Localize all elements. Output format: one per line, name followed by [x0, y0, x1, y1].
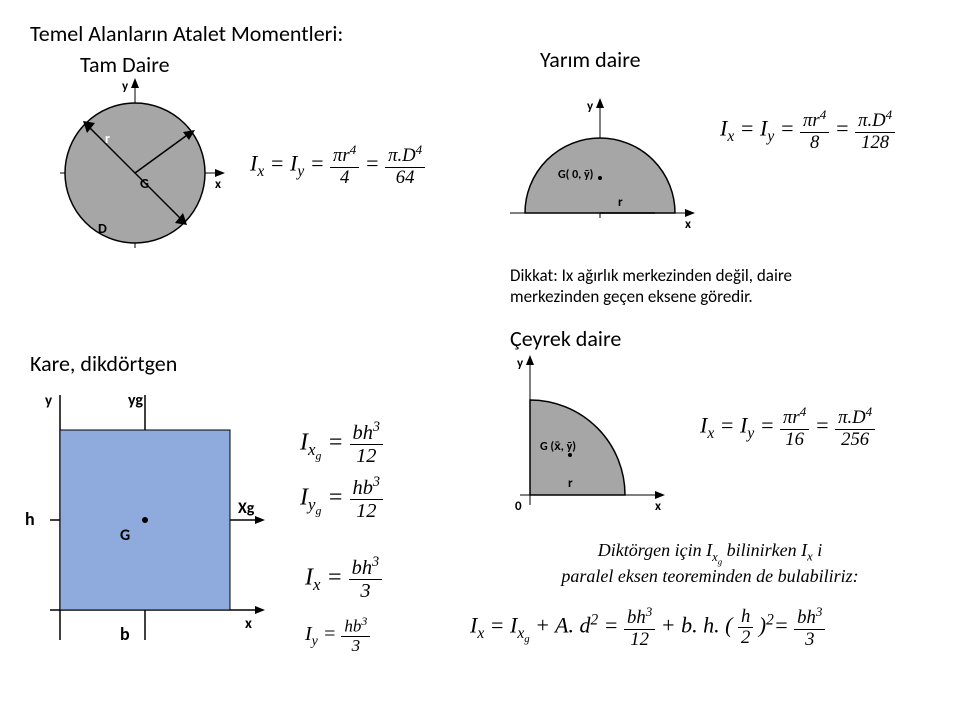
axis-y-label: y	[517, 356, 524, 371]
parallel-axis-text: Diktörgen için Ixg bilinirken Ix i paral…	[500, 540, 920, 587]
half-circle-formula: Ix = Iy = πr48 = π.D4128	[720, 108, 895, 153]
axis-y-label: y	[122, 79, 129, 94]
page-title: Temel Alanların Atalet Momentleri:	[30, 20, 930, 47]
axis-yg-label: yg	[128, 391, 143, 410]
radius-label: r	[618, 195, 623, 210]
centroid-g-label: G	[120, 526, 130, 545]
axis-y-label: y	[587, 99, 594, 114]
axis-y-label: y	[45, 392, 53, 410]
full-circle-diagram: y x r G D	[40, 78, 230, 258]
centroid-label: G	[140, 175, 149, 192]
axis-x-label: x	[215, 177, 221, 192]
rect-iyg-formula: Iyg = hb312	[300, 475, 383, 523]
b-label: b	[120, 623, 130, 645]
axis-x-label: x	[655, 499, 661, 514]
radius-label: r	[105, 130, 110, 147]
axis-x-label: x	[245, 615, 252, 633]
quarter-circle-label: Çeyrek daire	[510, 325, 621, 352]
radius-label: r	[568, 476, 573, 491]
axis-x-label: x	[685, 217, 691, 228]
rect-iy-formula: Iy = hb33	[305, 615, 370, 656]
quarter-circle-diagram: y x G (x̄, ȳ) r 0	[490, 355, 670, 515]
rect-ix-formula: Ix = bh33	[305, 555, 382, 603]
axis-xg-label: Xg	[238, 499, 255, 518]
full-circle-formula: Ix = Iy = πr44 = π.D464	[250, 143, 425, 188]
rect-ixg-formula: Ixg = bh312	[300, 420, 383, 468]
rect-label: Kare, dikdörtgen	[30, 350, 177, 377]
diameter-label: D	[98, 220, 107, 237]
centroid-g-label: G (x̄, ȳ)	[540, 440, 576, 454]
rect-diagram: y yg x Xg G h b	[20, 390, 270, 650]
parallel-axis-formula: Ix = Ixg + A. d2 = bh312 + b. h. ( h2 )2…	[470, 605, 825, 650]
half-circle-label: Yarım daire	[540, 46, 641, 73]
note-text: Dikkat: Ix ağırlık merkezinden değil, da…	[510, 265, 792, 307]
full-circle-label: Tam Daire	[80, 51, 170, 78]
half-circle-diagram: y x G( 0, ȳ) r	[500, 98, 700, 228]
centroid-label: G( 0, ȳ)	[558, 168, 593, 182]
quarter-circle-formula: Ix = Iy = πr416 = π.D4256	[700, 405, 875, 450]
row-1: y x r G D Ix = Iy = πr44 = π.D464 y x G(…	[30, 78, 930, 258]
origin-label: 0	[515, 499, 522, 514]
h-label: h	[25, 508, 35, 530]
